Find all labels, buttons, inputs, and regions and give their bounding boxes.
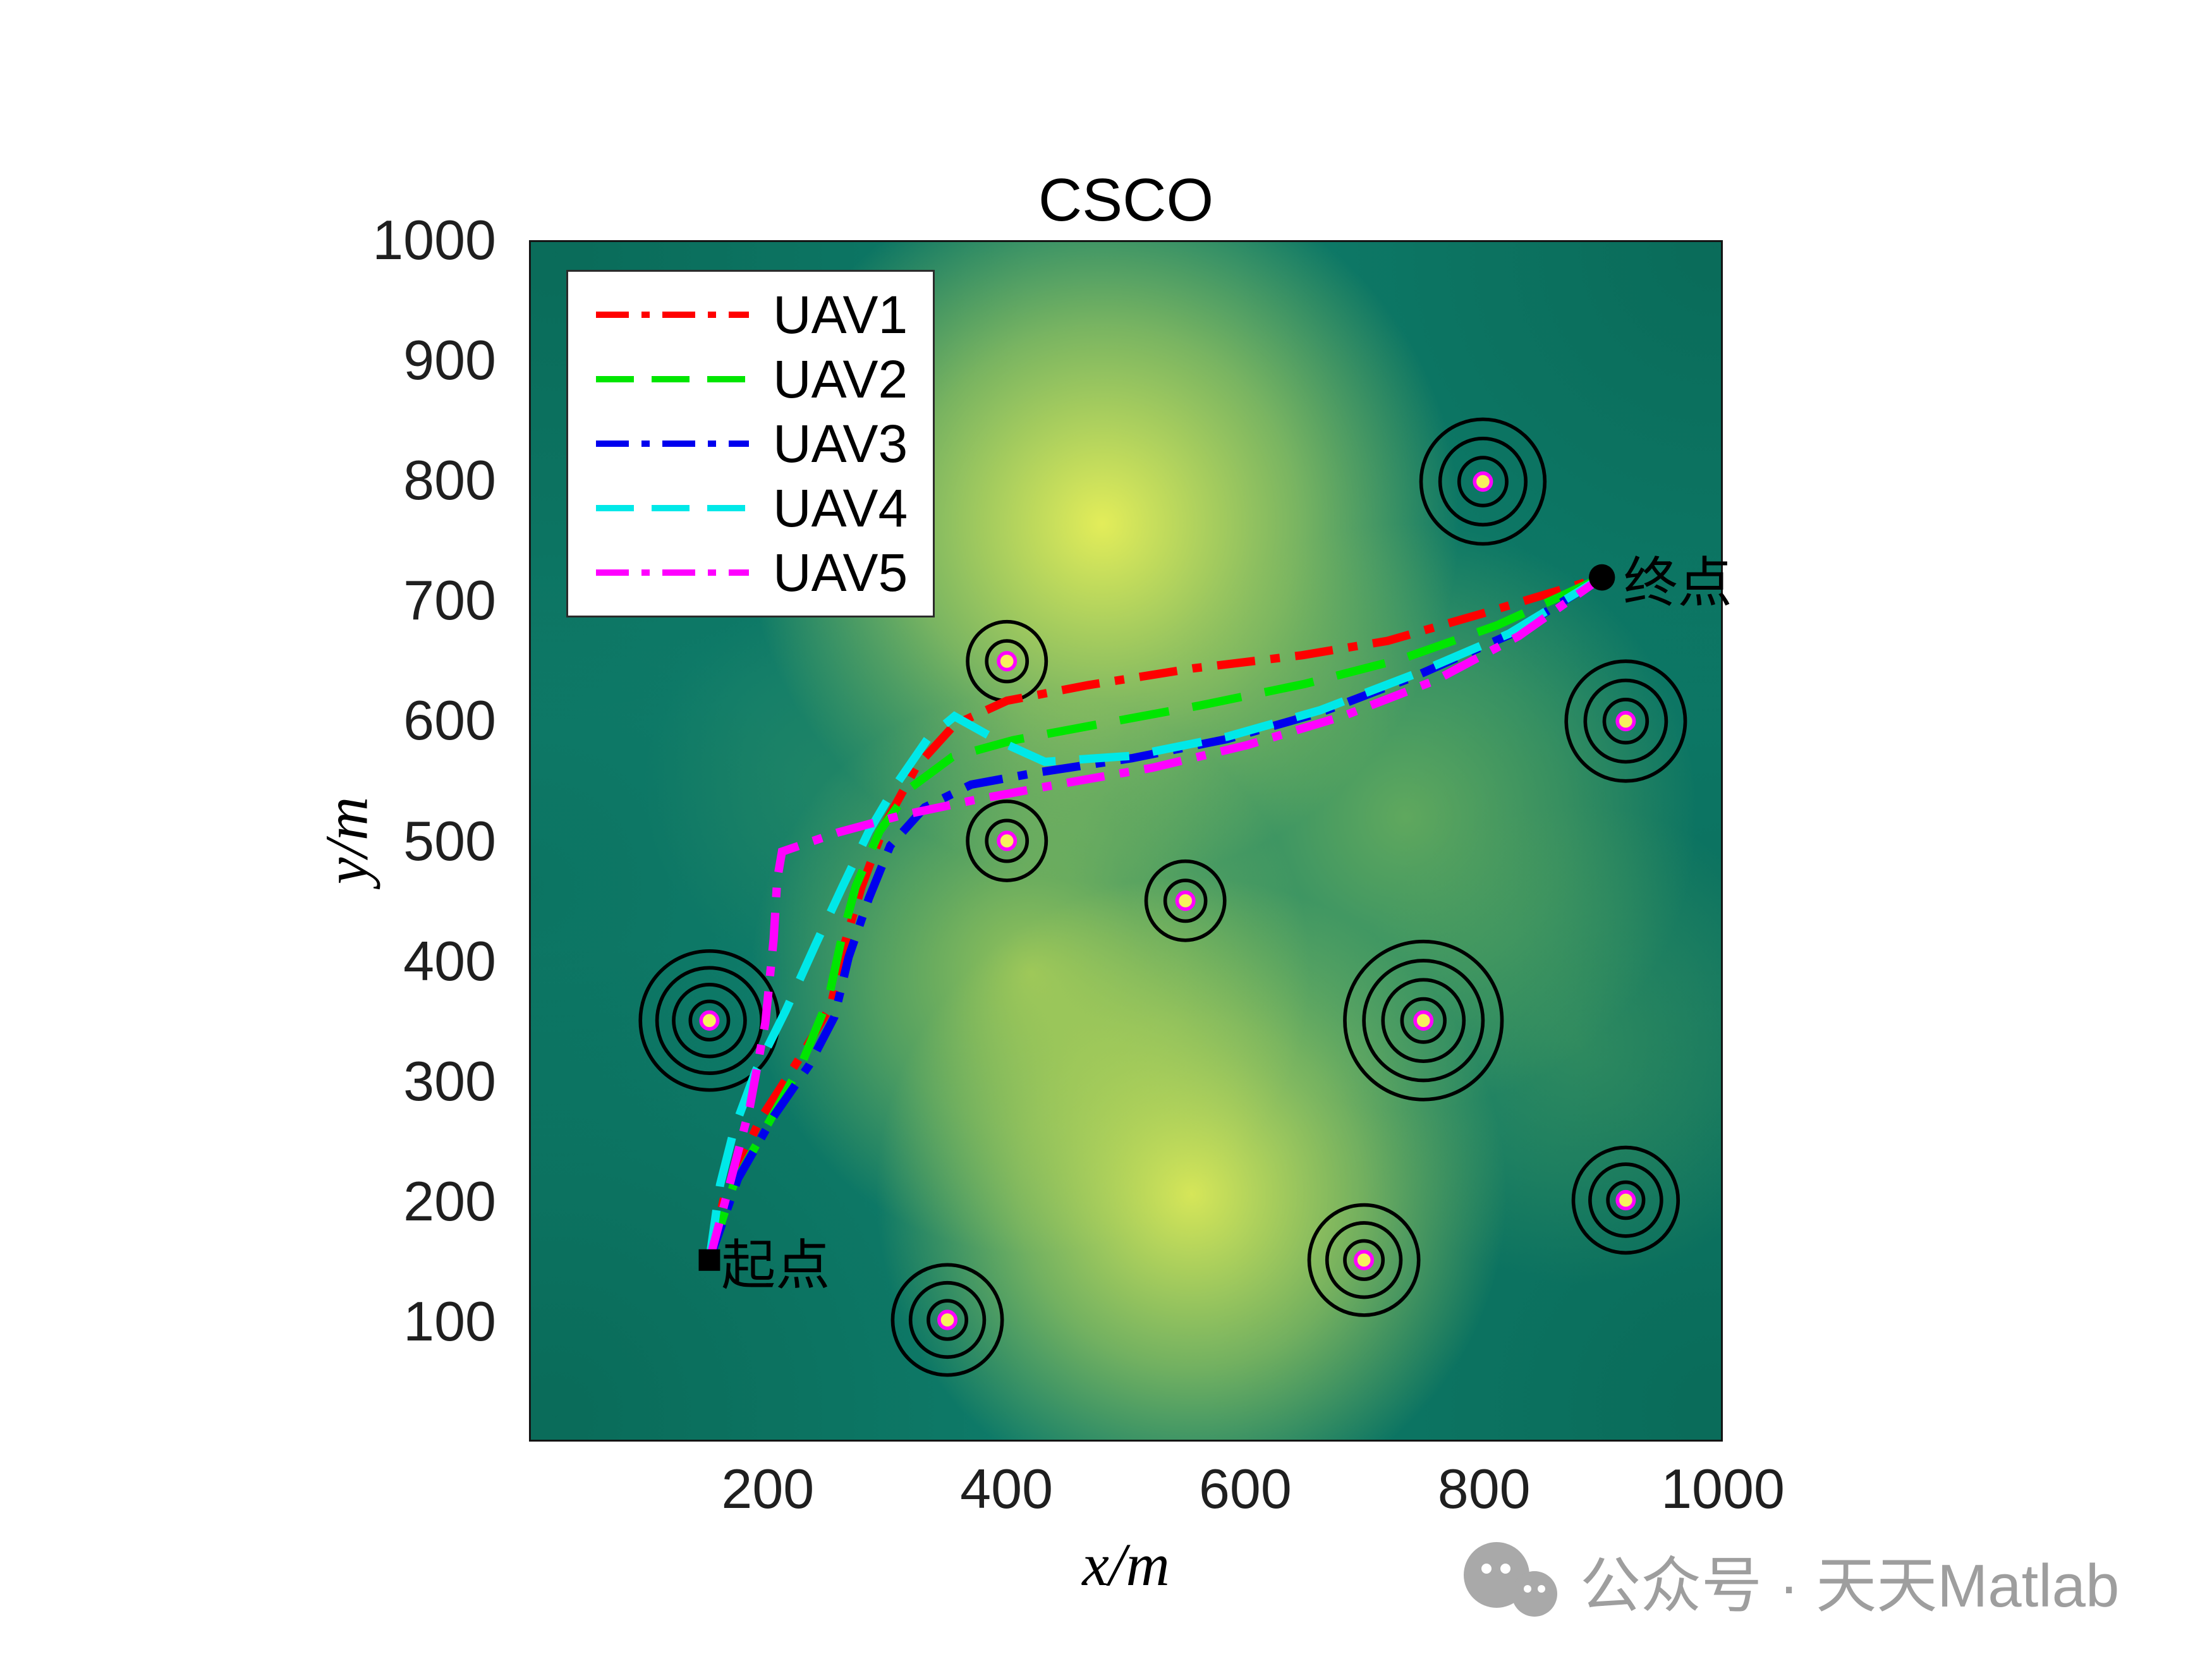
obstacle-center-marker [997, 830, 1018, 851]
y-tick-label: 800 [403, 449, 496, 512]
x-axis-label: x/m [1082, 1531, 1170, 1598]
y-tick-label: 400 [403, 929, 496, 992]
legend-label: UAV5 [773, 542, 908, 602]
legend-line-sample [596, 441, 749, 447]
obstacle-ring [890, 1263, 1004, 1377]
obstacle-ring [1381, 978, 1466, 1064]
wechat-icon [1464, 1542, 1557, 1617]
start-marker [698, 1249, 720, 1271]
y-tick-label: 300 [403, 1049, 496, 1112]
obstacle-ring [1419, 417, 1547, 546]
chart-title: CSCO [1038, 166, 1214, 234]
obstacle [1564, 659, 1687, 783]
obstacle-ring [1343, 1239, 1385, 1281]
plot-area: UAV1 UAV2 UAV3 UAV4 UAV5 起点 终点 [529, 240, 1732, 1442]
x-axis-ticks: 200 400 600 800 1000 [529, 1457, 1785, 1533]
y-tick-label: 700 [403, 569, 496, 632]
legend-label: UAV1 [773, 284, 908, 344]
obstacle-ring [1343, 939, 1504, 1102]
obstacle [1419, 417, 1547, 546]
y-tick-label: 500 [403, 809, 496, 872]
end-marker [1588, 564, 1615, 591]
obstacle-ring [1588, 1162, 1663, 1238]
watermark: 公众号 · 天天Matlab [1460, 1536, 2119, 1624]
obstacle-center-marker [1413, 1010, 1434, 1031]
legend-item-uav5[interactable]: UAV5 [593, 542, 908, 602]
obstacle-ring [1144, 859, 1227, 942]
trajectory-uav5 [705, 574, 1605, 1261]
y-tick-label: 200 [403, 1169, 496, 1232]
obstacle-center-marker [1354, 1249, 1375, 1270]
obstacle-ring [927, 1299, 969, 1341]
legend-line-sample [596, 376, 749, 382]
x-tick-label: 600 [1198, 1457, 1292, 1520]
obstacle [1343, 939, 1504, 1102]
legend-line-sample [596, 505, 749, 511]
obstacle-ring [1457, 456, 1509, 507]
obstacle-ring [908, 1280, 987, 1359]
obstacle [1144, 859, 1227, 942]
obstacle-ring [1163, 878, 1208, 923]
obstacle-ring [1307, 1203, 1421, 1317]
legend-line-sample [596, 312, 749, 318]
legend-item-uav4[interactable]: UAV4 [593, 478, 908, 538]
obstacle-center-marker [937, 1310, 958, 1330]
trajectory-uav1 [705, 573, 1603, 1261]
obstacle [1571, 1145, 1680, 1255]
x-tick-label: 200 [721, 1457, 815, 1520]
x-tick-label: 400 [960, 1457, 1054, 1520]
y-tick-label: 1000 [372, 209, 496, 271]
obstacle-center-marker [1175, 890, 1196, 911]
legend-item-uav1[interactable]: UAV1 [593, 284, 908, 344]
obstacle-ring [985, 639, 1030, 684]
obstacle-ring [672, 983, 747, 1059]
terrain-blob [643, 595, 1025, 979]
watermark-text: 公众号 · 天天Matlab [1580, 1552, 2120, 1620]
y-tick-label: 900 [403, 329, 496, 392]
legend-line-sample [596, 569, 749, 576]
start-point-label: 起点 [721, 1235, 830, 1296]
obstacle-center-marker [997, 651, 1018, 672]
obstacle-ring [1400, 997, 1447, 1044]
obstacle-ring [966, 799, 1048, 882]
obstacle-ring [985, 818, 1030, 863]
y-tick-label: 100 [403, 1289, 496, 1352]
obstacle [966, 799, 1048, 882]
obstacle-ring [1325, 1221, 1403, 1299]
legend-item-uav2[interactable]: UAV2 [593, 349, 908, 409]
obstacle [890, 1263, 1004, 1377]
obstacle [1307, 1203, 1421, 1317]
y-axis-ticks: 100 200 300 400 500 600 700 800 900 1000 [209, 209, 496, 1442]
y-tick-label: 600 [403, 689, 496, 752]
obstacle-ring [1571, 1145, 1680, 1255]
obstacle-ring [1564, 659, 1687, 783]
obstacle-ring [688, 999, 731, 1042]
legend-label: UAV3 [773, 413, 908, 473]
obstacle-center-marker [699, 1010, 720, 1031]
obstacle-ring [1606, 1180, 1646, 1220]
obstacle-ring [1362, 959, 1485, 1083]
x-tick-label: 1000 [1661, 1457, 1785, 1520]
legend-box: UAV1 UAV2 UAV3 UAV4 UAV5 [566, 270, 935, 617]
obstacle-center-marker [1615, 1189, 1636, 1211]
obstacle-ring [1602, 698, 1650, 744]
end-point-label: 终点 [1623, 552, 1732, 614]
obstacle-ring [1438, 436, 1528, 527]
trajectory-uav2 [705, 573, 1604, 1261]
x-tick-label: 800 [1437, 1457, 1531, 1520]
legend-item-uav3[interactable]: UAV3 [593, 413, 908, 473]
legend-label: UAV4 [773, 478, 908, 538]
obstacle-center-marker [1473, 471, 1493, 492]
legend-label: UAV2 [773, 349, 908, 409]
obstacle-ring [1583, 678, 1668, 764]
obstacle-center-marker [1615, 710, 1636, 732]
